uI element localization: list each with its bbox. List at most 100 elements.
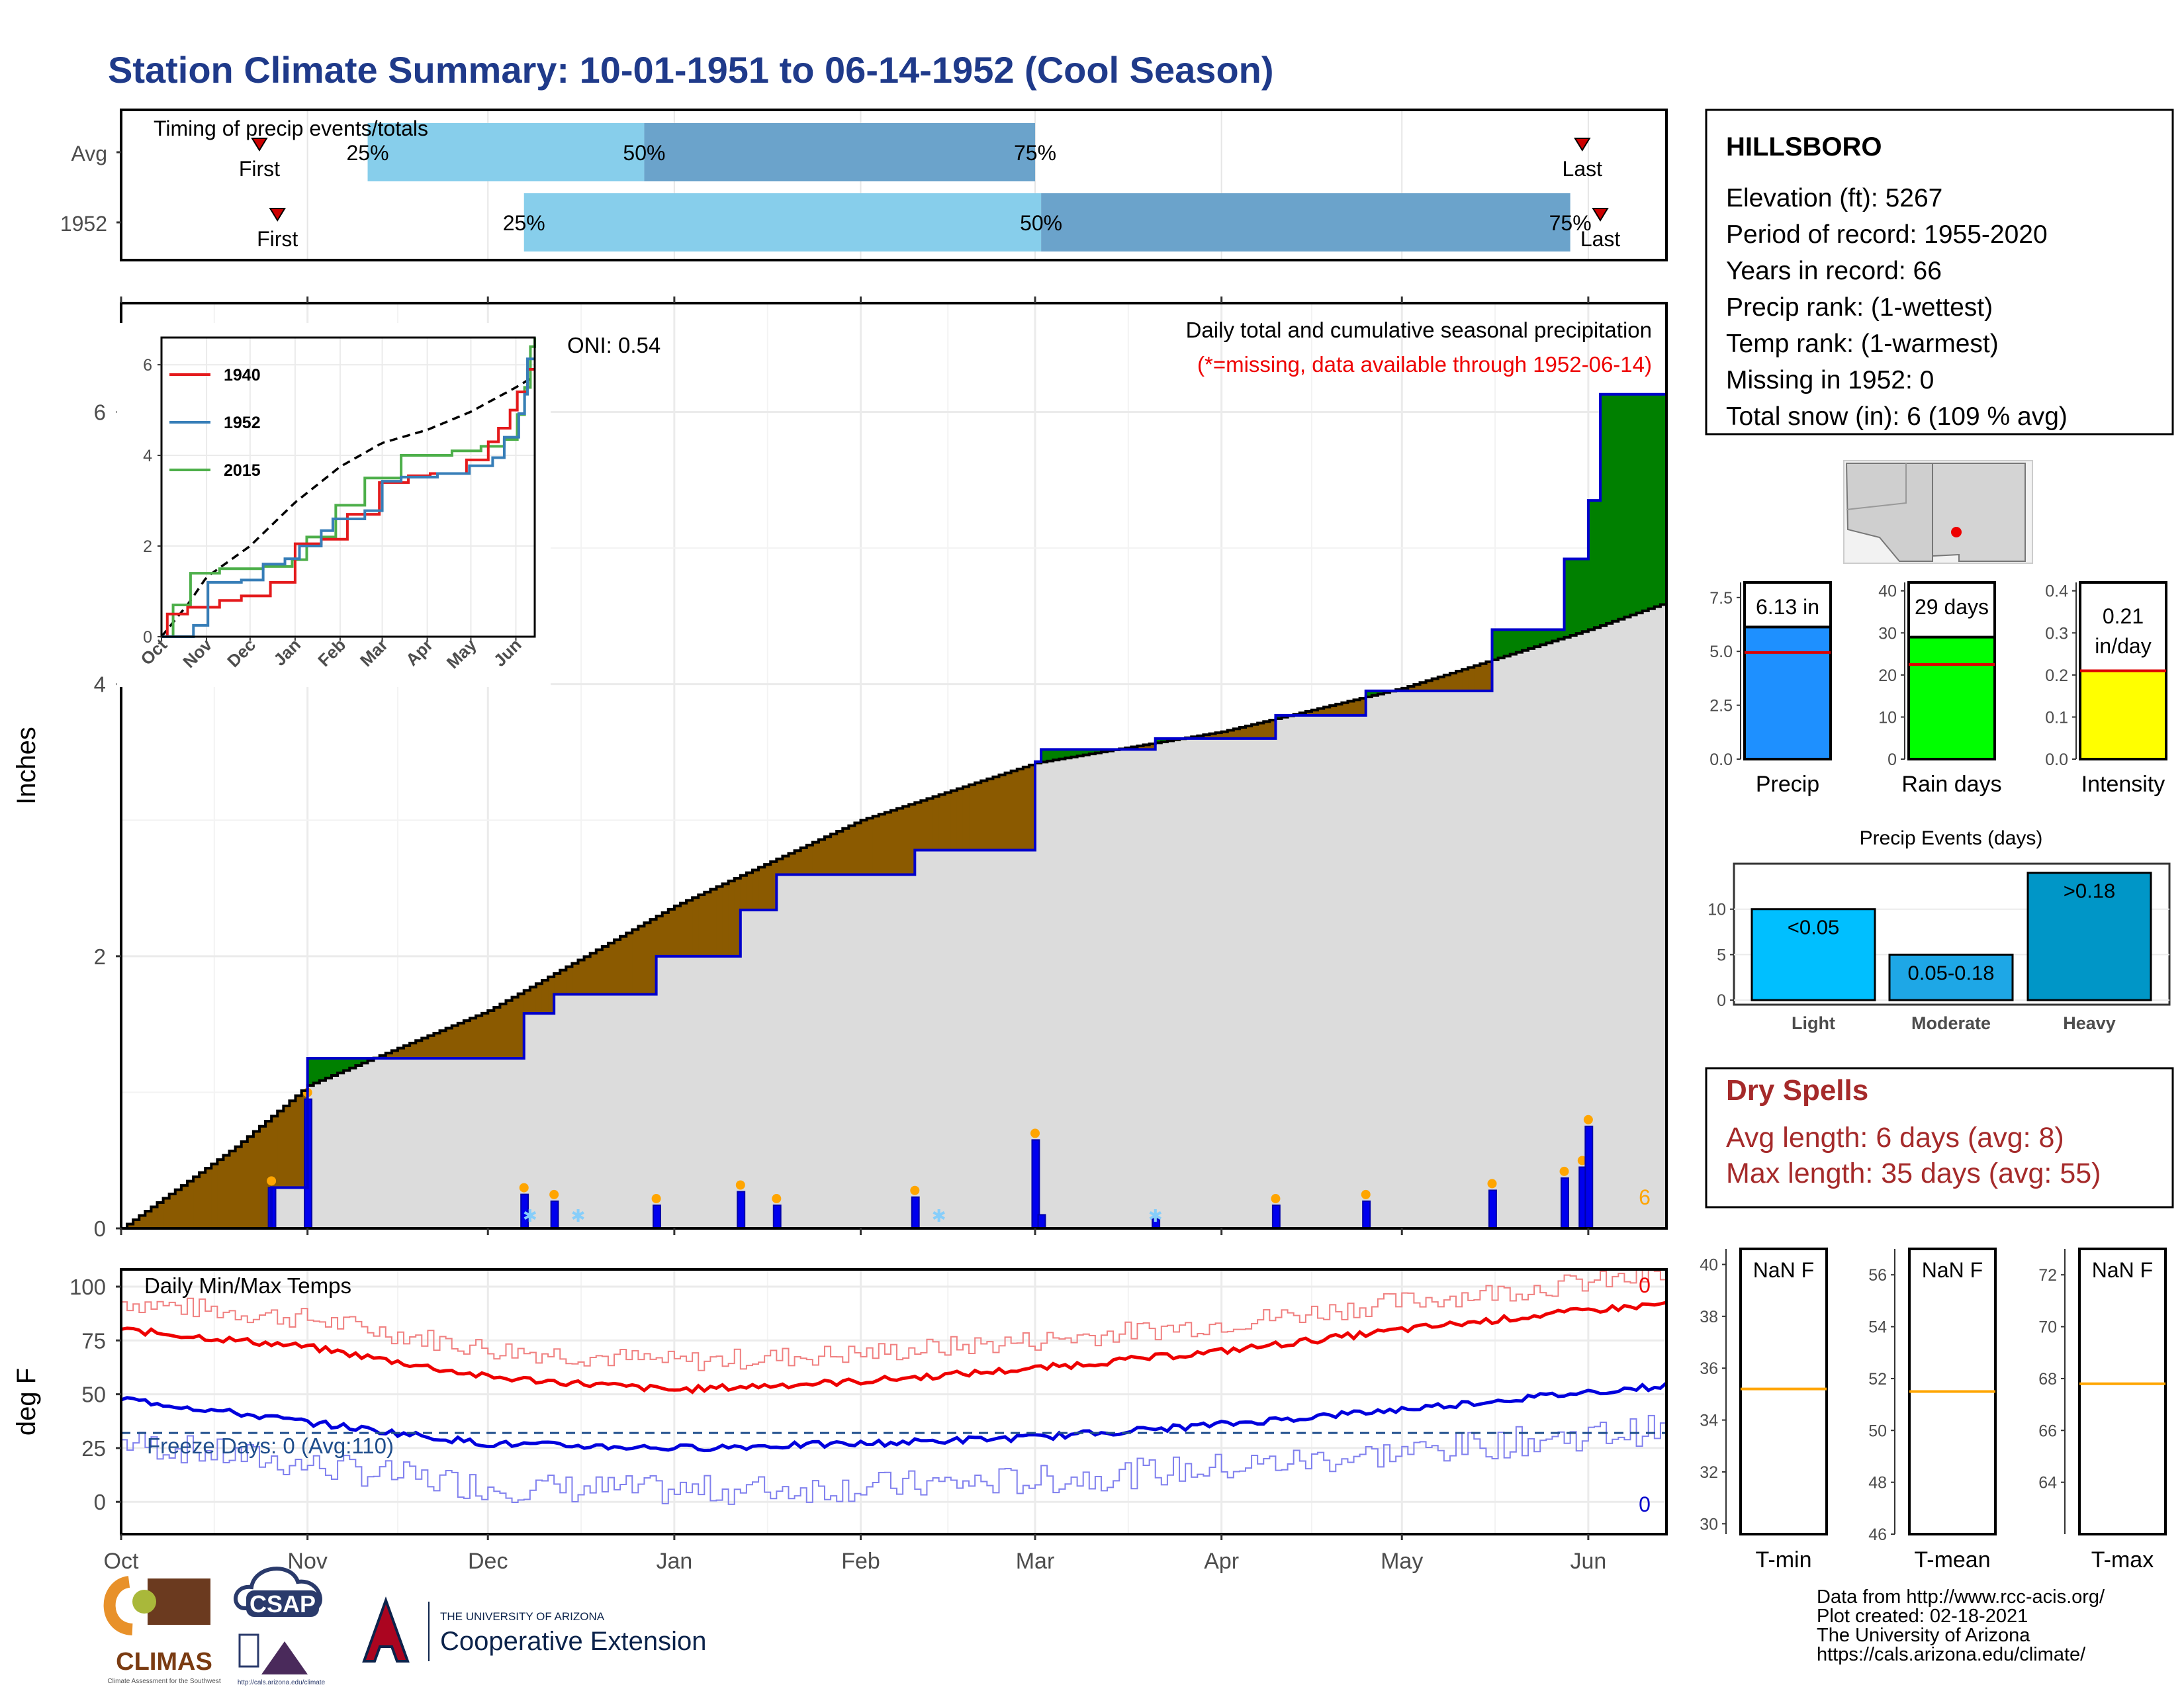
surplus-area [325, 1058, 332, 1078]
deficit-area [596, 950, 603, 995]
deficit-area [385, 1053, 392, 1059]
deficit-area [987, 778, 993, 850]
deficit-area [650, 919, 657, 995]
summary-y-tick-label: 0.1 [2045, 708, 2068, 727]
month-label: Apr [1204, 1549, 1239, 1574]
temp-y-tick-label: 0 [94, 1490, 106, 1514]
deficit-area [1028, 764, 1036, 850]
csap-logo: CSAP http://cals.arizona.edu/climate [234, 1567, 326, 1686]
temp-summary-y-tick-label: 68 [2038, 1370, 2057, 1389]
deficit-area [614, 939, 621, 995]
month-label: May [1381, 1549, 1423, 1574]
surplus-area [1155, 738, 1162, 743]
ua-a-icon [362, 1596, 410, 1663]
station-info-frame [1705, 109, 2174, 435]
surplus-area [1624, 394, 1631, 617]
inset-lines [160, 338, 536, 638]
record-min-line [121, 1414, 1667, 1505]
surplus-area [1546, 629, 1553, 643]
deficit-area [884, 812, 891, 875]
deficit-area [878, 814, 886, 875]
temp-y-label: deg F [12, 1368, 41, 1436]
deficit-area [193, 1177, 200, 1228]
timing-quantile-label: 25% [346, 141, 388, 165]
deficit-area [788, 853, 796, 875]
deficit-area [422, 1038, 428, 1059]
deficit-area [1468, 667, 1475, 691]
summary-y-tick-label: 40 [1878, 582, 1897, 601]
surplus-area [1564, 559, 1571, 637]
deficit-area [512, 997, 519, 1059]
events-title: Precip Events (days) [1860, 827, 2043, 849]
surplus-area [331, 1058, 338, 1076]
temp-label: Daily Min/Max Temps [144, 1273, 351, 1298]
deficit-area [379, 1055, 387, 1059]
month-label: Dec [468, 1549, 508, 1574]
events-bar-moderate [1888, 953, 2014, 1001]
deficit-area [289, 1101, 296, 1188]
deficit-area [1449, 673, 1457, 691]
deficit-area [1414, 684, 1420, 691]
inset-legend: 1940 1952 2015 [169, 366, 261, 480]
station-location-marker [1951, 527, 1962, 537]
summary-y-tick-label: 20 [1878, 666, 1897, 685]
surplus-area [1642, 394, 1649, 611]
temp-summary-y-tick-label: 34 [1700, 1412, 1718, 1430]
surplus-area [1047, 749, 1054, 761]
deficit-area [1311, 709, 1318, 715]
surplus-area [355, 1058, 362, 1066]
surplus-area [307, 1058, 314, 1086]
deficit-area [476, 1015, 482, 1059]
deficit-area [428, 1035, 434, 1059]
deficit-area [975, 782, 981, 850]
deficit-area [969, 784, 976, 850]
station-temp-rank: Temp rank: (1-warmest) [1726, 330, 1999, 358]
deficit-area [1246, 725, 1252, 739]
inset-y-tick-label: 0 [143, 628, 152, 647]
timing-row-avg-label: Avg [71, 142, 107, 165]
timing-quantile-label: 50% [623, 141, 665, 165]
surplus-area [349, 1058, 356, 1068]
summary-y-tick-label: 7.5 [1709, 589, 1733, 608]
station-missing: Missing in 1952: 0 [1726, 366, 1934, 394]
summary-y-tick-label: 0.4 [2045, 582, 2068, 601]
deficit-area [457, 1023, 465, 1059]
snow-marker: ✱ [523, 1206, 537, 1226]
csap-logo-mountain [261, 1641, 308, 1674]
timing-first-label: First [239, 157, 280, 181]
deficit-area [1143, 745, 1150, 750]
deficit-area [1215, 733, 1222, 739]
precip-frame [120, 302, 1668, 1230]
heavy-event-marker [1577, 1156, 1587, 1165]
temp-summary-y-tick-label: 48 [1868, 1474, 1887, 1492]
events-bar-value: >0.18 [2064, 880, 2115, 903]
deficit-area [800, 848, 807, 875]
summary-category-label: Precip [1756, 772, 1819, 797]
daily-precip-bar [1584, 1125, 1594, 1230]
daily-precip-bar [550, 1200, 559, 1229]
temp-panel: 0 25 50 75 100 Oct Nov Dec Jan Feb Mar Apr May Jun D… [12, 1267, 1668, 1574]
summary-y-tick-label: 0 [1888, 751, 1897, 769]
surplus-area [319, 1058, 326, 1081]
events-category-label: Moderate [1911, 1013, 1991, 1033]
surplus-area [1648, 394, 1655, 609]
surplus-area [1654, 394, 1661, 607]
summary-bars: 0.0 2.5 5.0 7.5 6.13 in Precip 0 10 20 30 40 29 day… [1709, 581, 2167, 797]
temp-summary-y-tick-label: 54 [1868, 1318, 1887, 1337]
deficit-area [758, 867, 765, 910]
surplus-area [313, 1058, 320, 1083]
inset-legend-label: 1940 [224, 366, 261, 385]
precip-y-axis: 0 2 4 6 [94, 297, 1590, 1241]
deficit-area [1456, 671, 1463, 691]
deficit-area [1269, 720, 1276, 739]
deficit-area [764, 864, 771, 910]
daily-precip-bar [911, 1196, 920, 1230]
footer-credits: Data from http://www.rcc-acis.org/ Plot … [1817, 1586, 2105, 1665]
heavy-event-marker [1559, 1166, 1569, 1176]
deficit-area [950, 790, 958, 850]
temp-frame [120, 1268, 1668, 1535]
deficit-area [812, 842, 819, 875]
deficit-area [410, 1043, 416, 1059]
deficit-area [740, 875, 747, 910]
precip-areas [121, 394, 1667, 1228]
